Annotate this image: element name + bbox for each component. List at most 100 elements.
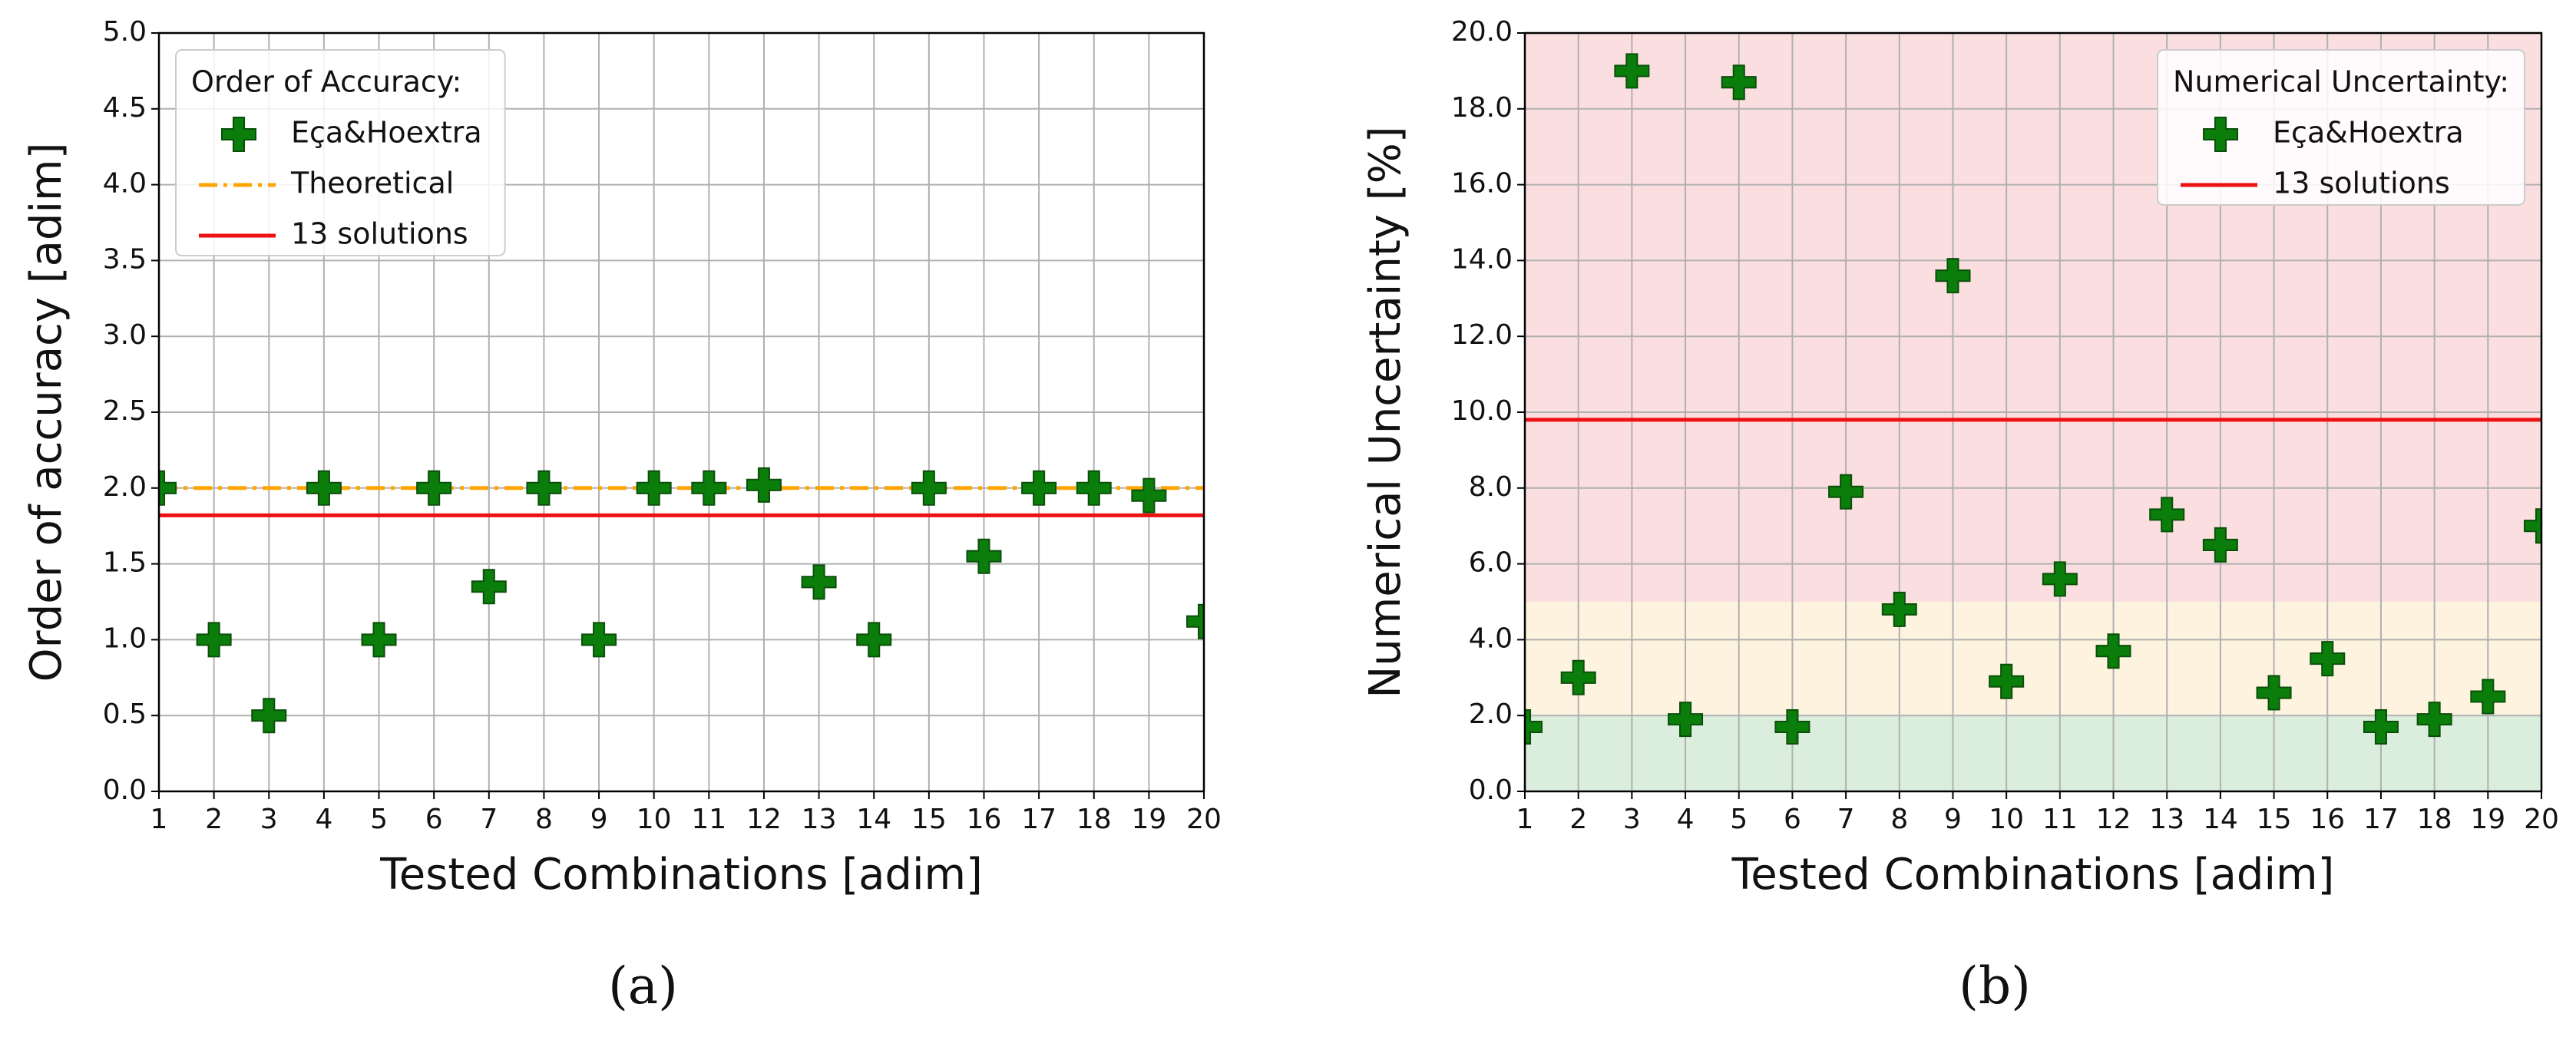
y-tick-label: 1.0 [103,623,147,654]
x-tick-label: 8 [1890,804,1908,835]
x-tick-label: 7 [480,804,498,835]
y-tick-label: 1.5 [103,547,147,579]
marker [526,470,562,506]
marker [1774,709,1810,745]
x-tick-label: 4 [315,804,332,835]
x-tick-label: 16 [2310,804,2345,835]
marker [1721,64,1757,101]
x-tick-label: 3 [1623,804,1641,835]
marker [251,698,287,734]
marker [856,622,892,658]
x-tick-label: 12 [746,804,782,835]
caption: (b) [1959,956,2031,1016]
legend-label: 13 solutions [2273,167,2450,200]
y-tick-label: 8.0 [1469,471,1513,503]
y-tick-label: 3.0 [103,319,147,351]
legend-label: Eça&Hoextra [291,116,482,150]
marker [1828,474,1864,510]
legend-marker [2203,117,2239,152]
x-tick-label: 2 [205,804,223,835]
x-tick-label: 18 [1076,804,1112,835]
x-tick-label: 6 [425,804,443,835]
y-tick-label: 10.0 [1451,395,1513,427]
marker [471,569,507,605]
marker [1989,663,2025,699]
legend-title: Order of Accuracy: [191,65,461,99]
marker [2416,702,2452,738]
marker [636,470,672,506]
legend-box [175,49,506,256]
x-tick-label: 10 [637,804,672,835]
y-tick-label: 0.5 [103,698,147,730]
marker [416,470,452,506]
y-tick-label: 5.0 [103,16,147,48]
y-tick-label: 2.0 [103,471,147,503]
x-tick-label: 15 [911,804,947,835]
marker [1131,477,1167,514]
marker [2149,497,2185,533]
marker [1525,709,1543,745]
y-tick-label: 0.0 [1469,774,1513,806]
x-tick-label: 8 [535,804,553,835]
marker [361,622,397,658]
legend-label: 13 solutions [291,217,468,251]
x-tick-label: 17 [2363,804,2399,835]
subplot: 1 2 3 4 5 6 7 8 9 10 11 12 13 14 15 16 17 18 19 200.00.51.0… [21,16,1222,1016]
marker [966,538,1002,574]
y-tick-label: 3.5 [103,243,147,275]
marker [2310,641,2346,677]
marker [196,622,232,658]
legend-title: Numerical Uncertainty: [2173,65,2509,99]
marker [911,470,947,506]
x-tick-label: 14 [2203,804,2238,835]
marker [1668,702,1704,738]
x-axis-label: Tested Combinations [adim] [1731,850,2335,900]
marker [801,564,837,600]
marker [306,470,342,506]
x-tick-label: 20 [2524,804,2559,835]
marker [2042,561,2078,597]
marker [581,622,617,658]
marker [1881,591,1917,627]
marker [1076,470,1112,506]
subplot: 1 2 3 4 5 6 7 8 9 10 11 12 13 14 15 16 17 18 19 200.02.04.0… [1361,16,2559,1016]
y-tick-label: 12.0 [1451,319,1513,351]
legend: Numerical Uncertainty: Eça&Hoextra 13 solu… [2157,49,2525,206]
x-tick-label: 16 [967,804,1002,835]
plot-area [1525,33,2541,791]
x-tick-label: 15 [2257,804,2292,835]
x-tick-label: 19 [1131,804,1166,835]
y-tick-label: 4.0 [1469,623,1513,654]
y-tick-label: 16.0 [1451,168,1513,200]
x-tick-label: 13 [802,804,837,835]
legend-label: Eça&Hoextra [2273,116,2464,150]
y-tick-label: 18.0 [1451,92,1513,124]
y-axis-label: Numerical Uncertainty [%] [1361,126,1410,698]
marker [2256,675,2292,711]
y-tick-label: 2.0 [1469,698,1513,730]
y-tick-label: 6.0 [1469,547,1513,579]
marker [159,470,177,506]
x-tick-label: 5 [370,804,388,835]
x-tick-label: 14 [856,804,891,835]
axes-frame [157,31,1205,793]
legend-marker [221,117,256,152]
legend-label: Theoretical [290,167,454,200]
x-tick-label: 9 [1944,804,1962,835]
marker [2363,709,2399,745]
caption: (a) [608,956,678,1016]
marker [2202,527,2238,563]
x-tick-label: 6 [1784,804,1801,835]
x-tick-label: 9 [590,804,608,835]
x-tick-label: 11 [2042,804,2078,835]
x-tick-label: 3 [260,804,278,835]
x-tick-label: 2 [1569,804,1587,835]
y-tick-label: 0.0 [103,774,147,806]
marker [1021,470,1057,506]
x-tick-label: 19 [2470,804,2505,835]
marker [1935,258,1971,294]
y-tick-label: 20.0 [1451,16,1513,48]
